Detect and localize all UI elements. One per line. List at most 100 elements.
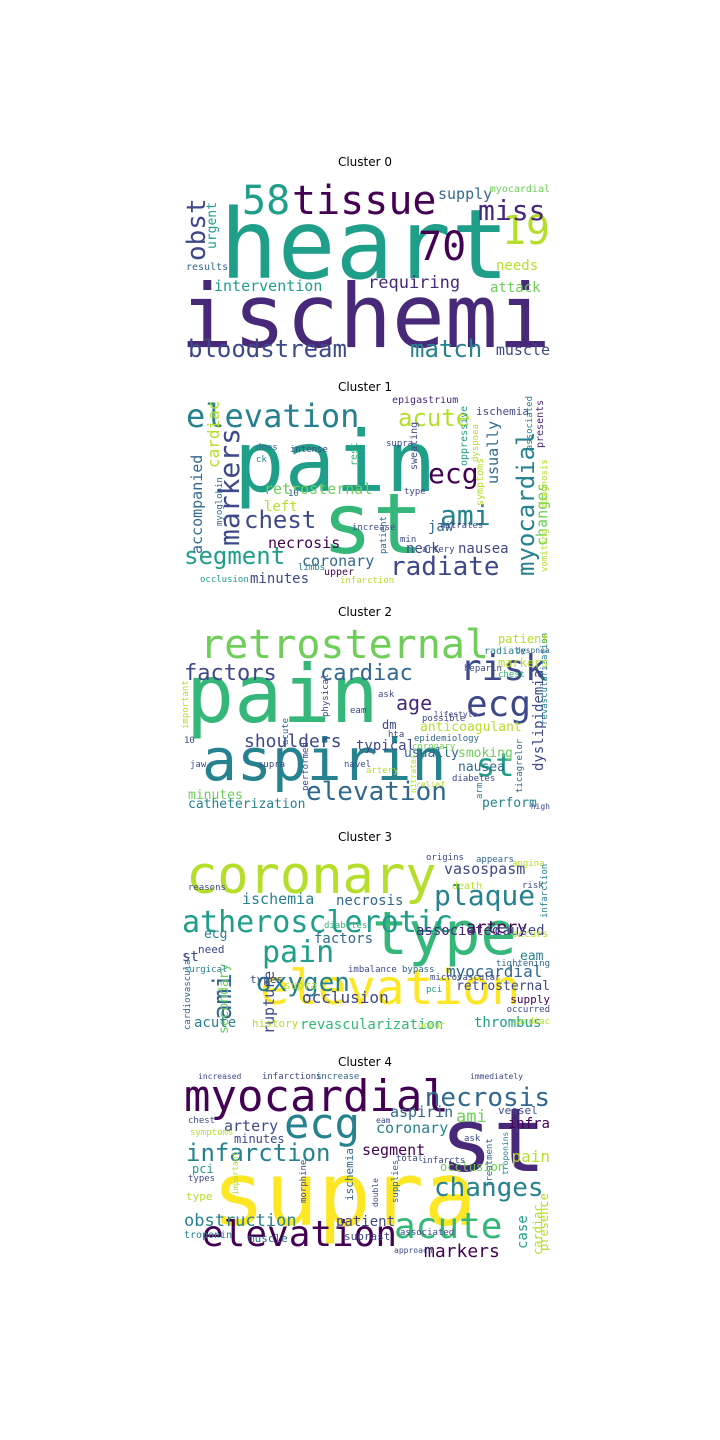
cloud-word: results bbox=[186, 262, 229, 273]
cloud-word: dyspnea bbox=[516, 646, 550, 655]
cloud-word: increase bbox=[316, 1072, 360, 1082]
word-cloud: pain aspirin retrosternal factors cardiac ris… bbox=[180, 621, 550, 811]
cloud-word: possible bbox=[422, 714, 466, 724]
cloud-word: ami bbox=[456, 1107, 487, 1127]
cloud-word: infarctions bbox=[262, 1072, 322, 1082]
cloud-word: diabetes bbox=[324, 921, 368, 931]
cloud-word: usually bbox=[404, 746, 459, 761]
cloud-word: relief bbox=[416, 780, 445, 789]
cloud-word: presents bbox=[535, 399, 546, 448]
cloud-word: segment bbox=[362, 1141, 426, 1159]
cloud-word: markers bbox=[424, 1241, 500, 1261]
cloud-word: pain bbox=[511, 1147, 550, 1166]
cloud-word: vomiting bbox=[540, 528, 550, 572]
word-cloud: coronary type elevation atherosclerotic plaq… bbox=[180, 846, 550, 1036]
cloud-word: aspirin bbox=[390, 1103, 454, 1121]
cloud-word: segment bbox=[184, 542, 286, 570]
cloud-word: myocardial bbox=[489, 184, 550, 195]
cluster-title: Cluster 1 bbox=[337, 380, 393, 394]
cloud-word: chest bbox=[188, 1116, 216, 1126]
cloud-word: supra bbox=[386, 439, 414, 449]
cloud-word: occur bbox=[418, 1021, 446, 1031]
cloud-word: supra bbox=[258, 760, 286, 770]
cloud-word: markers bbox=[498, 656, 549, 670]
cloud-word: occurred bbox=[506, 1005, 550, 1015]
cloud-word: ecg bbox=[284, 1099, 360, 1148]
cloud-word: miss bbox=[478, 194, 546, 227]
cloud-word: pain bbox=[234, 413, 437, 511]
cloud-word: dm bbox=[382, 718, 397, 732]
cloud-word: lifestyle bbox=[434, 710, 478, 719]
cloud-word: physical bbox=[321, 673, 331, 717]
cloud-word: angina bbox=[512, 859, 545, 869]
cloud-word: associated bbox=[525, 396, 535, 451]
cloud-word: ami bbox=[440, 499, 491, 532]
cloud-word: 58 bbox=[242, 178, 291, 224]
cloud-word: infarction bbox=[186, 1139, 331, 1167]
cloud-word: necrosis bbox=[424, 1083, 550, 1113]
cloud-word: jaw bbox=[428, 519, 454, 535]
cloud-word: 70 bbox=[418, 224, 467, 270]
cloud-word: eam bbox=[520, 949, 544, 964]
cloud-word: supplies bbox=[391, 1159, 401, 1203]
cloud-word: oppressive bbox=[459, 405, 470, 466]
cloud-word: ask bbox=[464, 1134, 481, 1144]
cluster-title: Cluster 4 bbox=[337, 1055, 393, 1069]
cloud-word: left bbox=[264, 499, 298, 515]
cloud-word: anticoagulant bbox=[420, 720, 522, 735]
cluster-title: Cluster 2 bbox=[337, 605, 393, 619]
cloud-word: elevation bbox=[260, 960, 521, 1016]
cloud-word: hta bbox=[388, 730, 405, 740]
cloud-word: plaque bbox=[434, 879, 536, 912]
cloud-word: requiring bbox=[368, 273, 461, 293]
cloud-word: sweating bbox=[409, 421, 420, 470]
cloud-word: symptoms bbox=[190, 1128, 234, 1138]
cloud-word: cardiac bbox=[204, 400, 223, 468]
cloud-word: morphine bbox=[299, 1159, 309, 1203]
cloud-word: epigastrium bbox=[392, 396, 459, 406]
cloud-word: changes bbox=[434, 1173, 544, 1203]
cloud-word: st bbox=[440, 1089, 546, 1192]
cloud-word: coronary bbox=[412, 742, 456, 752]
cloud-word: nausea bbox=[458, 541, 509, 557]
cloud-word: artery bbox=[224, 1117, 279, 1135]
cloud-word: types bbox=[250, 973, 284, 986]
cloud-word: reasons bbox=[188, 883, 226, 893]
cloud-word: elevation bbox=[306, 777, 447, 807]
cloud-word: needs bbox=[496, 258, 539, 274]
cloud-word: coronary bbox=[302, 552, 375, 570]
cloud-word: urgent bbox=[205, 202, 220, 249]
cloud-word: ischemia bbox=[180, 265, 550, 361]
cloud-word: necrosis bbox=[336, 893, 404, 909]
cloud-word: necrosis bbox=[268, 534, 341, 552]
cloud-word: origins bbox=[426, 853, 464, 863]
cloud-word: symptoms bbox=[475, 457, 486, 506]
cloud-word: accompanied bbox=[188, 454, 206, 554]
cloud-word: pain bbox=[186, 648, 379, 741]
cloud-word: case bbox=[515, 1215, 531, 1249]
cloud-word: typical bbox=[356, 738, 416, 754]
cloud-word: eam bbox=[350, 706, 367, 716]
cloud-word: acute bbox=[398, 404, 471, 432]
cloud-word: increased bbox=[198, 1072, 242, 1081]
cloud-word: ticagrelor bbox=[515, 738, 525, 793]
cloud-word: history bbox=[252, 1017, 299, 1030]
cloud-word: upper bbox=[324, 567, 355, 578]
cloud-word: patient bbox=[336, 1214, 396, 1230]
cloud-word: coronary bbox=[376, 1119, 449, 1137]
cloud-word: supra bbox=[284, 979, 318, 992]
cloud-word: infarction bbox=[340, 576, 395, 586]
cloud-word: neck bbox=[406, 541, 440, 557]
cloud-word: important bbox=[231, 1151, 240, 1195]
cloud-word: death bbox=[452, 881, 483, 892]
cloud-word: need bbox=[198, 943, 225, 956]
cloud-word: presence bbox=[537, 1193, 550, 1251]
cloud-word: shoulders bbox=[244, 731, 342, 752]
cloud-word: cardiac bbox=[320, 661, 413, 686]
cloud-word: ecg bbox=[466, 684, 532, 725]
cloud-word: st bbox=[182, 949, 199, 965]
cloud-word: myoglobin bbox=[215, 477, 225, 526]
cloud-word: epidemiology bbox=[414, 734, 480, 744]
cloud-word: dyspnea bbox=[471, 424, 481, 462]
